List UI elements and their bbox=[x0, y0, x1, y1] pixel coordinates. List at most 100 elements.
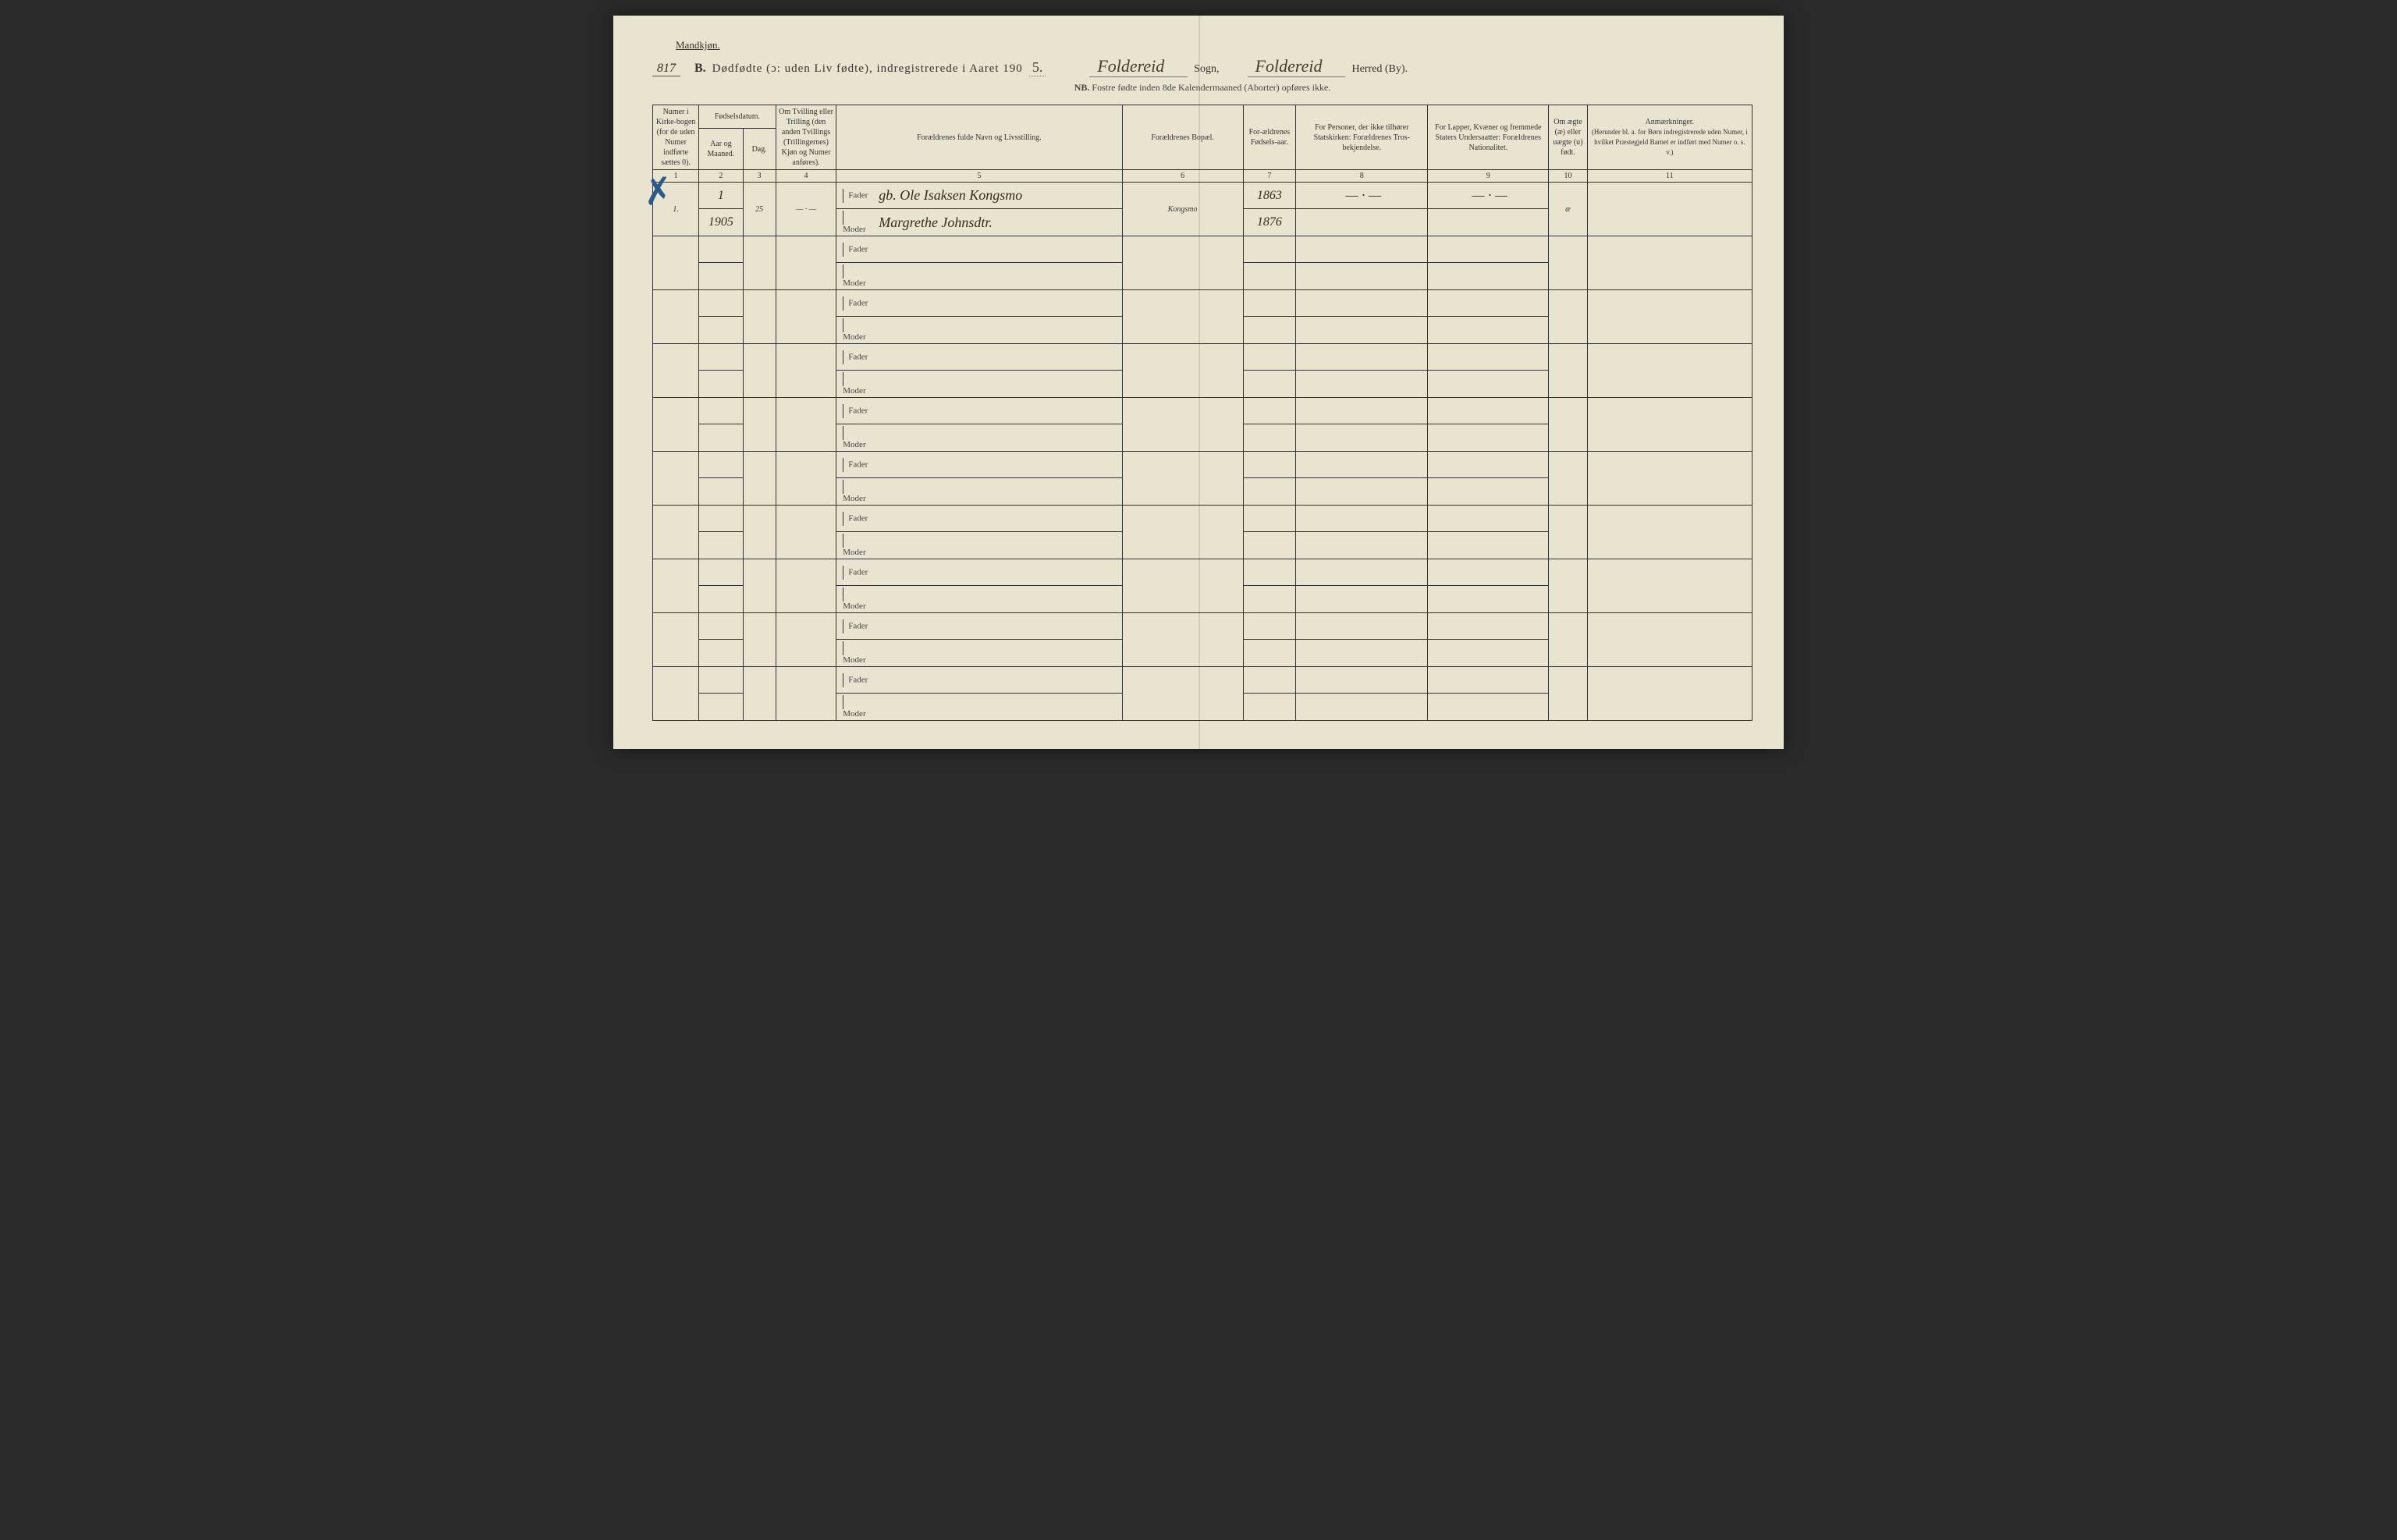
column-number-row: 1 2 3 4 5 6 7 8 9 10 11 bbox=[653, 170, 1752, 183]
confession-cell bbox=[1296, 344, 1428, 398]
sogn-label: Sogn, bbox=[1194, 63, 1219, 76]
day-cell bbox=[743, 613, 776, 667]
nationality-cell bbox=[1428, 236, 1549, 290]
entry-number bbox=[653, 613, 699, 667]
register-table: Numer i Kirke-bogen (for de uden Numer i… bbox=[652, 105, 1752, 721]
confession-cell bbox=[1296, 452, 1428, 506]
nb-prefix: NB. bbox=[1074, 82, 1090, 93]
entry-number bbox=[653, 559, 699, 613]
colnum: 3 bbox=[743, 170, 776, 183]
residence-cell: Kongsmo bbox=[1122, 183, 1243, 236]
residence-cell bbox=[1122, 398, 1243, 452]
day-cell bbox=[743, 236, 776, 290]
col-header-7: For-ældrenes Fødsels-aar. bbox=[1243, 105, 1296, 170]
table-header: Numer i Kirke-bogen (for de uden Numer i… bbox=[653, 105, 1752, 183]
day-cell bbox=[743, 452, 776, 506]
parents-cell: FaderModer bbox=[836, 452, 1122, 506]
nationality-cell bbox=[1428, 344, 1549, 398]
twin-cell bbox=[776, 559, 836, 613]
nb-note: NB. Fostre fødte inden 8de Kalendermaane… bbox=[652, 82, 1752, 94]
parent-years-cell: 18631876 bbox=[1243, 183, 1296, 236]
parents-cell: FaderModer bbox=[836, 667, 1122, 721]
col-header-9: For Lapper, Kvæner og fremmede Staters U… bbox=[1428, 105, 1549, 170]
twin-cell bbox=[776, 452, 836, 506]
year-month-cell bbox=[699, 398, 743, 452]
entry-number: 1. bbox=[653, 183, 699, 236]
legitimacy-cell bbox=[1549, 290, 1587, 344]
colnum: 7 bbox=[1243, 170, 1296, 183]
col-header-2a: Aar og Maaned. bbox=[699, 129, 743, 170]
legitimacy-cell bbox=[1549, 506, 1587, 559]
day-cell bbox=[743, 559, 776, 613]
col-header-2b: Dag. bbox=[743, 129, 776, 170]
col-header-6: Forældrenes Bopæl. bbox=[1122, 105, 1243, 170]
entry-number bbox=[653, 506, 699, 559]
year-month-cell bbox=[699, 344, 743, 398]
table-row: FaderModer bbox=[653, 613, 1752, 667]
residence-cell bbox=[1122, 667, 1243, 721]
remarks-cell bbox=[1587, 667, 1752, 721]
table-row: FaderModer bbox=[653, 290, 1752, 344]
parents-cell: FaderModer bbox=[836, 559, 1122, 613]
remarks-cell bbox=[1587, 452, 1752, 506]
entry-number bbox=[653, 667, 699, 721]
table-row: FaderModer bbox=[653, 559, 1752, 613]
confession-cell bbox=[1296, 667, 1428, 721]
year-month-cell bbox=[699, 559, 743, 613]
confession-cell bbox=[1296, 236, 1428, 290]
table-row: 1.1190525— · —Fadergb. Ole Isaksen Kongs… bbox=[653, 183, 1752, 236]
parents-cell: FaderModer bbox=[836, 344, 1122, 398]
remarks-cell bbox=[1587, 344, 1752, 398]
nationality-cell bbox=[1428, 290, 1549, 344]
day-cell bbox=[743, 667, 776, 721]
table-row: FaderModer bbox=[653, 506, 1752, 559]
twin-cell bbox=[776, 667, 836, 721]
confession-cell bbox=[1296, 506, 1428, 559]
nb-text: Fostre fødte inden 8de Kalendermaaned (A… bbox=[1092, 82, 1330, 93]
col-header-10: Om ægte (æ) eller uægte (u) født. bbox=[1549, 105, 1587, 170]
twin-cell bbox=[776, 344, 836, 398]
remarks-cell bbox=[1587, 559, 1752, 613]
parent-years-cell bbox=[1243, 506, 1296, 559]
title-line: 817 B. Dødfødte (ɔ: uden Liv fødte), ind… bbox=[652, 56, 1752, 77]
entry-number bbox=[653, 236, 699, 290]
parent-years-cell bbox=[1243, 236, 1296, 290]
table-row: FaderModer bbox=[653, 344, 1752, 398]
col-header-2-group: Fødselsdatum. bbox=[699, 105, 776, 129]
colnum: 9 bbox=[1428, 170, 1549, 183]
year-month-cell bbox=[699, 506, 743, 559]
nationality-cell bbox=[1428, 559, 1549, 613]
year-month-cell bbox=[699, 667, 743, 721]
twin-cell bbox=[776, 398, 836, 452]
parent-years-cell bbox=[1243, 398, 1296, 452]
parent-years-cell bbox=[1243, 344, 1296, 398]
confession-cell bbox=[1296, 559, 1428, 613]
residence-cell bbox=[1122, 290, 1243, 344]
col-header-11-title: Anmærkninger. bbox=[1646, 118, 1695, 126]
legitimacy-cell bbox=[1549, 236, 1587, 290]
table-row: FaderModer bbox=[653, 398, 1752, 452]
parent-years-cell bbox=[1243, 667, 1296, 721]
legitimacy-cell bbox=[1549, 613, 1587, 667]
day-cell bbox=[743, 344, 776, 398]
year-month-cell bbox=[699, 290, 743, 344]
table-row: FaderModer bbox=[653, 667, 1752, 721]
col-header-11-sub: (Herunder bl. a. for Børn indregistrered… bbox=[1592, 128, 1748, 156]
day-cell bbox=[743, 290, 776, 344]
col-header-1: Numer i Kirke-bogen (for de uden Numer i… bbox=[653, 105, 699, 170]
parent-years-cell bbox=[1243, 559, 1296, 613]
confession-cell bbox=[1296, 613, 1428, 667]
herred-label: Herred (By). bbox=[1351, 63, 1408, 76]
colnum: 10 bbox=[1549, 170, 1587, 183]
legitimacy-cell: æ bbox=[1549, 183, 1587, 236]
year-month-cell: 11905 bbox=[699, 183, 743, 236]
col-header-11: Anmærkninger. (Herunder bl. a. for Børn … bbox=[1587, 105, 1752, 170]
residence-cell bbox=[1122, 613, 1243, 667]
nationality-cell bbox=[1428, 667, 1549, 721]
page-number: 817 bbox=[652, 62, 680, 76]
remarks-cell bbox=[1587, 506, 1752, 559]
parent-years-cell bbox=[1243, 452, 1296, 506]
remarks-cell bbox=[1587, 236, 1752, 290]
residence-cell bbox=[1122, 559, 1243, 613]
confession-cell: — · — bbox=[1296, 183, 1428, 236]
